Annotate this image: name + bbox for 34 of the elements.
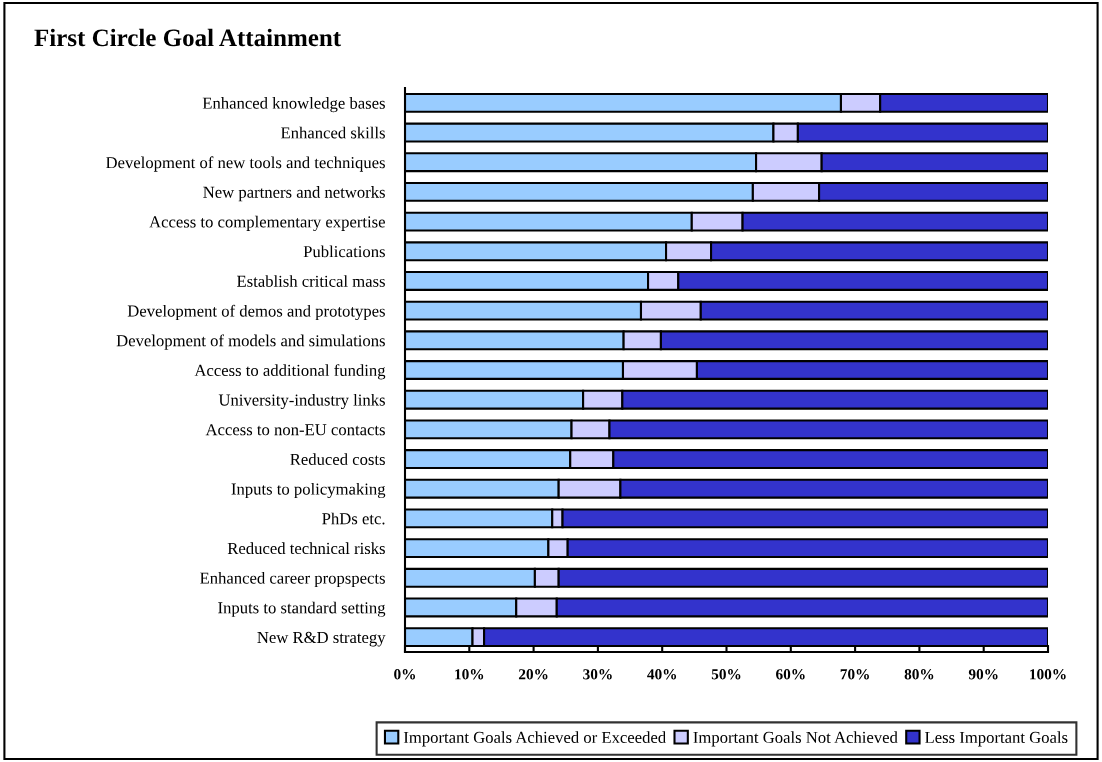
x-tick-label: 0% [394, 669, 416, 680]
x-tick-label: 60% [776, 669, 805, 680]
y-tick-label: Development of new tools and techniques [106, 156, 385, 172]
y-tick-label: PhDs etc. [322, 512, 385, 525]
y-tick-label: Reduced technical risks [227, 542, 385, 555]
y-tick-label: Access to additional funding [194, 364, 386, 380]
x-tick-label: 30% [583, 669, 612, 680]
y-tick-label: Reduced costs [290, 453, 385, 465]
y-tick-label: Inputs to policymaking [231, 482, 386, 499]
legend-label: Less Important Goals [925, 731, 1068, 747]
x-tick-label: 100% [1030, 669, 1066, 680]
y-tick-label: Publications [303, 245, 385, 258]
x-tick-label: 20% [518, 669, 548, 680]
y-tick-label: New partners and networks [203, 186, 385, 202]
y-tick-label: Access to complementary expertise [149, 215, 385, 231]
legend-label: Important Goals Not Achieved [693, 731, 898, 747]
y-tick-label: Enhanced skills [280, 126, 385, 139]
x-tick-label: 10% [455, 669, 484, 680]
legend-label: Important Goals Achieved or Exceeded [403, 731, 666, 747]
y-tick-label: Development of models and simulations [116, 334, 385, 350]
y-tick-label: New R&D strategy [257, 631, 386, 647]
x-tick-label: 80% [904, 669, 934, 680]
text: First Circle Goal Attainment [34, 28, 342, 47]
x-tick-label: 50% [711, 669, 741, 680]
y-tick-label: University-industry links [218, 393, 385, 410]
x-tick-label: 70% [840, 669, 869, 680]
x-tick-label: 40% [647, 669, 677, 680]
y-tick-label: Enhanced career propspects [200, 572, 385, 588]
y-tick-label: Inputs to standard setting [218, 601, 386, 617]
y-tick-label: Access to non-EU contacts [205, 424, 385, 436]
y-tick-label: Establish critical mass [236, 275, 385, 287]
y-tick-label: Enhanced knowledge bases [202, 97, 385, 113]
y-tick-label: Development of demos and prototypes [127, 304, 385, 321]
x-tick-label: 90% [968, 669, 998, 680]
